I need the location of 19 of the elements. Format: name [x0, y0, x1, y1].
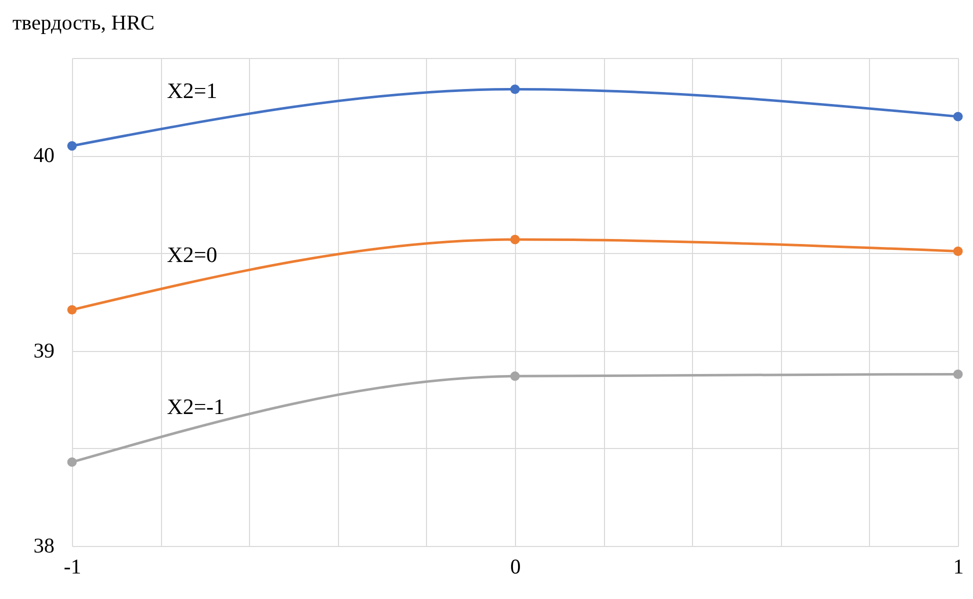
point: [510, 371, 520, 381]
point: [67, 305, 77, 315]
y-tick-label: 40: [34, 143, 54, 168]
series-label: X2=1: [167, 78, 218, 103]
y-tick-label: 38: [34, 534, 54, 558]
x-tick-label: 0: [510, 554, 521, 578]
point: [510, 234, 520, 244]
series-label: X2=0: [167, 242, 218, 267]
y-tick-label: 39: [34, 338, 54, 362]
point: [67, 457, 77, 467]
series-label: X2=-1: [167, 394, 225, 420]
point: [953, 112, 963, 122]
point: [510, 84, 520, 94]
point: [953, 246, 963, 256]
point: [953, 369, 963, 379]
x-tick-label: 1: [953, 554, 964, 578]
x-tick-label: -1: [64, 554, 82, 578]
y-axis-title: твердость, HRC: [12, 10, 154, 34]
point: [67, 141, 77, 151]
